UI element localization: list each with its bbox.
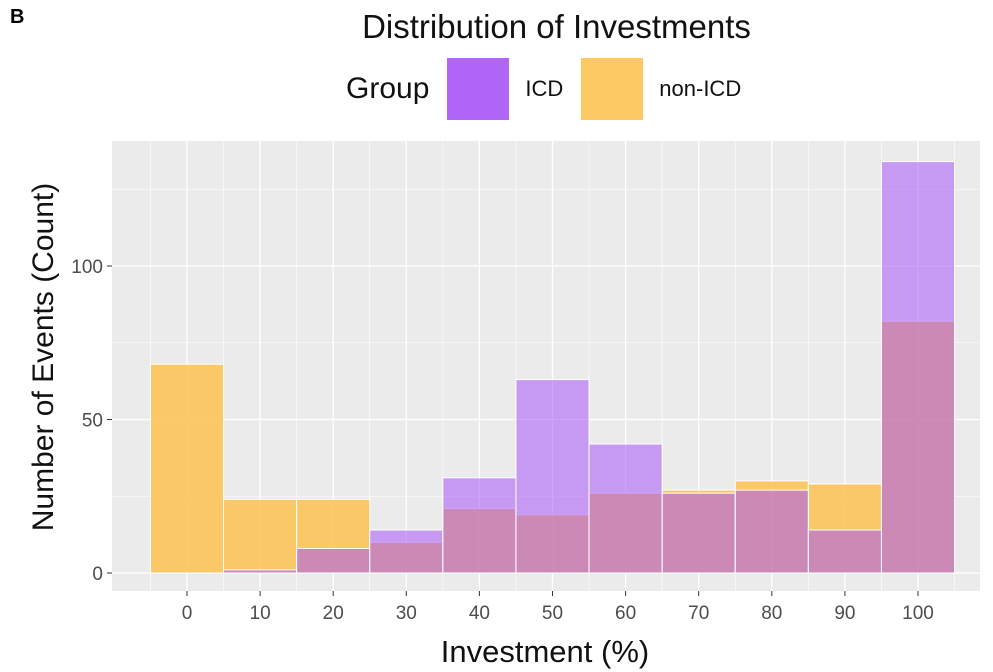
icd-bar-90	[807, 529, 882, 574]
legend: Group ICD non-ICD	[346, 58, 759, 120]
legend-item-icd: ICD	[447, 58, 563, 120]
legend-label-non-icd: non-ICD	[659, 76, 742, 101]
x-tick-label: 0	[182, 603, 193, 624]
x-axis-label: Investment (%)	[440, 634, 650, 669]
legend-label-icd: ICD	[525, 76, 564, 101]
icd-bar-80	[734, 489, 809, 574]
icd-bar-70	[661, 492, 736, 574]
x-tick-label: 50	[542, 603, 563, 624]
icd-bar-40	[442, 477, 517, 574]
non-icd-bar-10	[223, 498, 298, 574]
x-tick-label: 90	[834, 603, 855, 624]
x-tick-label: 40	[469, 603, 490, 624]
legend-title: Group	[346, 72, 430, 105]
x-tick-label: 10	[250, 603, 271, 624]
x-tick-label: 80	[761, 603, 782, 624]
icd-bar-10	[223, 569, 298, 574]
non-icd-bar-0	[149, 363, 225, 574]
icd-bar-20	[296, 547, 371, 574]
legend-key-icd	[447, 58, 510, 120]
y-tick-label: 50	[82, 411, 103, 432]
x-tick-label: 70	[688, 603, 709, 624]
y-tick-label: 100	[71, 257, 103, 278]
y-tick-label: 0	[92, 564, 103, 585]
panel-letter: B	[10, 6, 25, 28]
x-tick-label: 60	[615, 603, 636, 624]
legend-item-non-icd: non-ICD	[581, 58, 741, 120]
x-tick-label: 30	[396, 603, 417, 624]
icd-bar-100	[880, 161, 956, 574]
icd-bar-60	[588, 443, 663, 574]
x-tick-label: 20	[323, 603, 344, 624]
chart-title: Distribution of Investments	[362, 8, 751, 45]
icd-bar-50	[515, 379, 590, 574]
legend-key-non-icd	[581, 58, 644, 120]
x-tick-label: 100	[902, 603, 934, 624]
icd-bar-30	[369, 529, 444, 574]
